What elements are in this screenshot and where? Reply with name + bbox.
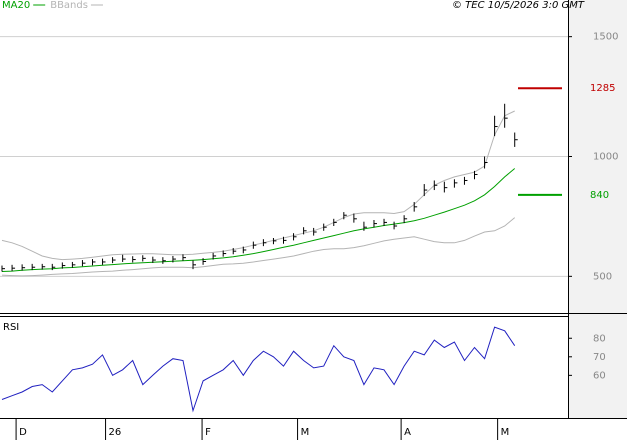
y-tick-label: 1500 bbox=[593, 32, 618, 43]
x-tick-label: F bbox=[205, 427, 211, 438]
indicator-line bbox=[1, 110, 515, 261]
y-tick-label: 500 bbox=[593, 271, 612, 282]
x-tick-label: M bbox=[501, 427, 510, 438]
indicator-line bbox=[1, 217, 516, 277]
x-tick-label: 26 bbox=[109, 427, 122, 438]
rsi-title: RSI bbox=[3, 322, 19, 333]
level-label: 840 bbox=[590, 190, 609, 201]
x-tick-label: A bbox=[404, 427, 411, 438]
y-tick-label: 1000 bbox=[593, 152, 618, 163]
rsi-line bbox=[1, 326, 516, 413]
level-label: 1285 bbox=[590, 83, 615, 94]
y-tick-label: 80 bbox=[593, 333, 606, 344]
x-tick-label: M bbox=[301, 427, 310, 438]
y-tick-label: 60 bbox=[593, 370, 606, 381]
indicator-line bbox=[1, 168, 516, 272]
y-tick-label: 70 bbox=[593, 352, 606, 363]
legend-label: BBands bbox=[50, 0, 88, 11]
legend-label: MA20 bbox=[2, 0, 30, 11]
x-tick-label: D bbox=[19, 427, 27, 438]
axis-background bbox=[569, 0, 627, 418]
copyright: © TEC 10/5/2026 3:0 GMT bbox=[452, 0, 585, 11]
